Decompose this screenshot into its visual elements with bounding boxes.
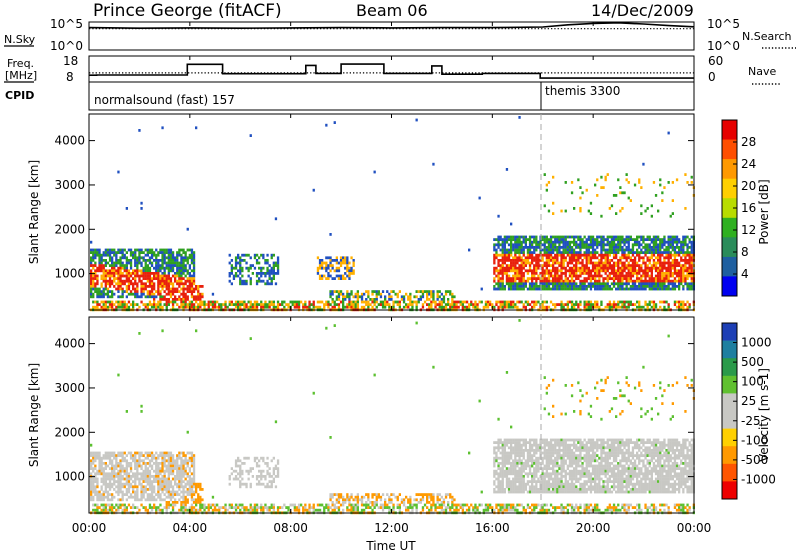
x-axis-label: Time UT [365,539,416,553]
station-title: Prince George (fitACF) [93,1,282,21]
vel-cbar-swatch-4 [722,393,737,412]
vel-cbar-swatch-7 [722,446,737,465]
noise-strip-frame [88,21,695,51]
freq-label: Freq. [7,57,34,70]
vel-cbar-tick-2: 100 [741,375,764,389]
power-cbar-tick-2: 20 [741,179,756,193]
power-colorbar-label: Power [dB] [757,179,771,244]
freq-tick-top: 18 [63,54,78,68]
nave-tick-top: 60 [708,54,723,68]
nsearch-label: N.Search [742,30,792,43]
vel-axis-tick-3: 4000 [54,337,85,351]
velocity-axis: 1000 2000 3000 4000 [54,337,694,484]
vel-axis-tick-1: 2000 [54,425,85,439]
nsky-label: N.Sky [4,33,36,46]
vel-cbar-tick-1: 500 [741,355,764,369]
time-axis: 00:00 04:00 08:00 12:00 16:00 20:00 00:00 [72,22,712,535]
power-cbar-swatch-3 [722,178,737,199]
freq-tick-bottom: 8 [66,70,74,84]
power-axis-tick-2: 3000 [54,178,85,192]
power-cbar-tick-3: 16 [741,201,756,215]
power-cbar-tick-0: 28 [741,135,756,149]
velocity-ylabel: Slant Range [km] [27,363,41,467]
series-nsky [88,21,695,30]
power-cbar-swatch-7 [722,256,737,277]
power-axis-tick-3: 4000 [54,134,85,148]
frequency-lines [89,63,694,79]
nave-tick-bottom: 0 [708,70,716,84]
x-tick-1: 04:00 [173,521,208,535]
vel-axis-tick-2: 3000 [54,381,85,395]
nave-label: Nave [748,65,776,78]
vel-cbar-tick-3: 25 [741,394,756,408]
velocity-colorbar-label: Velocity [m s-1] [757,368,771,462]
power-cbar-tick-4: 12 [741,223,756,237]
power-cbar-swatch-5 [722,217,737,238]
freq-unit-label: [MHz] [5,69,37,82]
cpid-strip-frame [88,81,695,111]
power-cbar-swatch-8 [722,276,737,297]
power-cbar-swatch-1 [722,139,737,160]
cpid-label: CPID [5,89,34,102]
velocity-field [90,319,695,515]
power-cbar-tick-1: 24 [741,157,756,171]
vel-cbar-swatch-0 [722,323,737,341]
power-ylabel: Slant Range [km] [27,160,41,264]
nsky-tick-bottom: 10^0 [50,39,83,53]
power-axis-tick-0: 1000 [54,267,85,281]
vel-cbar-tick-0: 1000 [741,336,772,350]
vel-cbar-swatch-3 [722,375,737,394]
vel-cbar-swatch-1 [722,340,737,359]
power-cbar-swatch-6 [722,237,737,258]
power-cbar-swatch-2 [722,159,737,179]
vel-axis-tick-0: 1000 [54,470,85,484]
date-label: 14/Dec/2009 [591,1,694,20]
nsearch-tick-bottom: 10^0 [707,39,740,53]
vel-cbar-swatch-9 [722,481,737,500]
vel-cbar-swatch-8 [722,463,737,482]
power-colorbar: 28 24 20 16 12 8 4 [721,119,756,297]
power-axis: 1000 2000 3000 4000 [54,134,694,281]
cpid-segment-2: themis 3300 [545,84,620,98]
power-cbar-tick-6: 4 [741,267,749,281]
x-tick-6: 00:00 [677,521,712,535]
x-tick-3: 12:00 [374,521,409,535]
beam-label: Beam 06 [356,1,428,20]
power-cbar-swatch-4 [722,198,737,219]
nsky-tick-top: 10^5 [50,17,83,31]
cpid-segment-1: normalsound (fast) 157 [94,93,235,107]
velocity-colorbar: 1000 500 100 25 -25 -100 -500 -1000 [721,322,776,500]
x-tick-0: 00:00 [72,521,107,535]
power-axis-tick-1: 2000 [54,222,85,236]
noise-lines [88,21,695,30]
power-cbar-swatch-0 [722,120,737,140]
vel-cbar-tick-7: -1000 [741,472,776,486]
vel-cbar-swatch-5 [722,411,737,429]
series-freq [89,63,694,79]
vel-cbar-tick-6: -500 [741,453,768,467]
vel-cbar-swatch-6 [722,428,737,447]
x-tick-4: 16:00 [475,521,510,535]
vel-cbar-tick-4: -25 [741,414,761,428]
vel-cbar-tick-5: -100 [741,433,768,447]
power-field [90,116,695,312]
x-tick-2: 08:00 [273,521,308,535]
vel-cbar-swatch-2 [722,358,737,377]
nsearch-tick-top: 10^5 [707,17,740,31]
x-tick-5: 20:00 [576,521,611,535]
power-cbar-tick-5: 8 [741,245,749,259]
